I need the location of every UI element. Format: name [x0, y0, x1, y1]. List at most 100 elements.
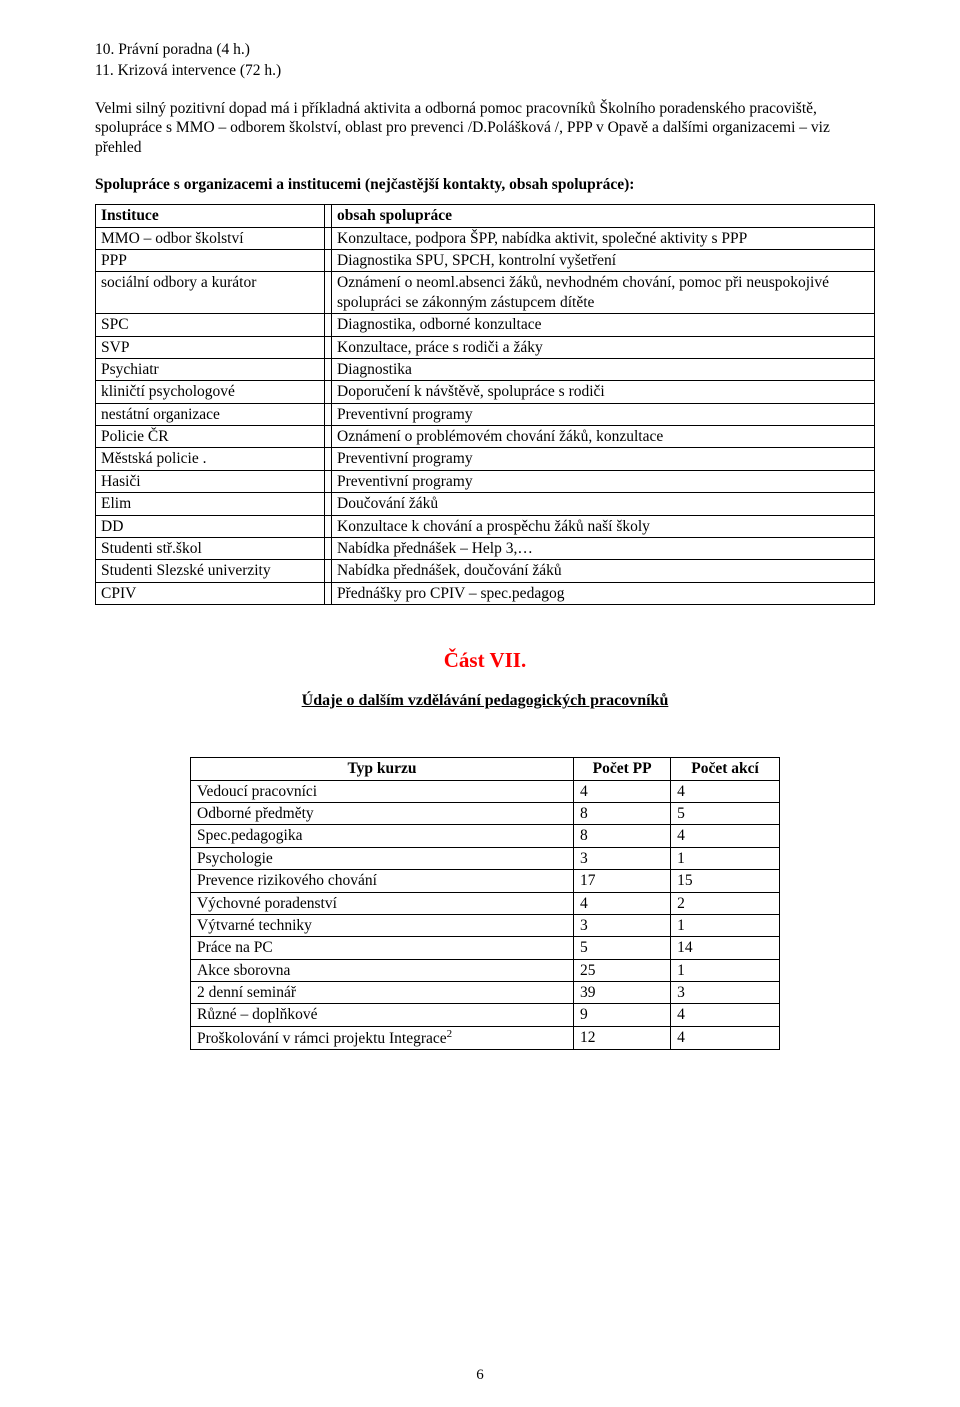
cooperation-heading: Spolupráce s organizacemi a institucemi … — [95, 175, 875, 194]
cell-course-type: Akce sborovna — [191, 959, 574, 981]
spacer-cell — [325, 403, 332, 425]
cell-count-pp: 12 — [574, 1026, 671, 1050]
spacer-cell — [325, 582, 332, 604]
cell-count-pp: 4 — [574, 780, 671, 802]
cell-count-actions: 4 — [671, 780, 780, 802]
header-count-pp: Počet PP — [574, 758, 671, 780]
cell-institution: DD — [96, 515, 325, 537]
table-row: Studenti Slezské univerzityNabídka předn… — [96, 560, 875, 582]
table-row: Prevence rizikového chování1715 — [191, 870, 780, 892]
table-row: 2 denní seminář393 — [191, 982, 780, 1004]
header-institution: Instituce — [96, 205, 325, 227]
table-row: Studenti stř.škol Nabídka přednášek – Hel… — [96, 537, 875, 559]
table-row: MMO – odbor školstvíKonzultace, podpora … — [96, 227, 875, 249]
cell-content: Nabídka přednášek – Help 3,… — [332, 537, 875, 559]
table-row: Vedoucí pracovníci44 — [191, 780, 780, 802]
table-row: SVP Konzultace, práce s rodiči a žáky — [96, 336, 875, 358]
cell-count-actions: 2 — [671, 892, 780, 914]
table-header-row: Instituce obsah spolupráce — [96, 205, 875, 227]
cell-count-actions: 15 — [671, 870, 780, 892]
spacer-cell — [325, 470, 332, 492]
cell-institution: MMO – odbor školství — [96, 227, 325, 249]
table-row: SPCDiagnostika, odborné konzultace — [96, 314, 875, 336]
numbered-list: 10. Právní poradna (4 h.) 11. Krizová in… — [95, 40, 875, 81]
spacer-cell — [325, 314, 332, 336]
spacer-cell — [325, 272, 332, 314]
cell-count-pp: 9 — [574, 1004, 671, 1026]
cell-institution: Policie ČR — [96, 426, 325, 448]
cell-course-type: Spec.pedagogika — [191, 825, 574, 847]
list-item: 11. Krizová intervence (72 h.) — [95, 61, 875, 80]
cell-institution: kliničtí psychologové — [96, 381, 325, 403]
cell-count-pp: 8 — [574, 803, 671, 825]
spacer-cell — [325, 560, 332, 582]
cell-content: Oznámení o problémovém chování žáků, kon… — [332, 426, 875, 448]
cell-count-pp: 3 — [574, 847, 671, 869]
spacer-cell — [325, 336, 332, 358]
cell-count-actions: 5 — [671, 803, 780, 825]
cell-content: Diagnostika, odborné konzultace — [332, 314, 875, 336]
table-row: kliničtí psychologovéDoporučení k návště… — [96, 381, 875, 403]
cell-count-actions: 1 — [671, 914, 780, 936]
spacer-cell — [325, 537, 332, 559]
cell-course-type: Odborné předměty — [191, 803, 574, 825]
table-row: PPPDiagnostika SPU, SPCH, kontrolní vyše… — [96, 250, 875, 272]
cell-count-pp: 17 — [574, 870, 671, 892]
table-row: sociální odbory a kurátorOznámení o neom… — [96, 272, 875, 314]
cell-count-actions: 4 — [671, 1026, 780, 1050]
list-item: 10. Právní poradna (4 h.) — [95, 40, 875, 59]
cell-count-actions: 1 — [671, 959, 780, 981]
table-row: Výchovné poradenství42 — [191, 892, 780, 914]
cell-count-actions: 14 — [671, 937, 780, 959]
cell-institution: SVP — [96, 336, 325, 358]
cell-institution: Městská policie . — [96, 448, 325, 470]
table-row: DDKonzultace k chování a prospěchu žáků … — [96, 515, 875, 537]
cell-content: Diagnostika SPU, SPCH, kontrolní vyšetře… — [332, 250, 875, 272]
cell-institution: CPIV — [96, 582, 325, 604]
header-count-actions: Počet akcí — [671, 758, 780, 780]
spacer-cell — [325, 250, 332, 272]
table-row: Psychologie31 — [191, 847, 780, 869]
table-row: Spec.pedagogika84 — [191, 825, 780, 847]
cell-count-actions: 4 — [671, 825, 780, 847]
cell-course-type: Psychologie — [191, 847, 574, 869]
cell-course-type: Prevence rizikového chování — [191, 870, 574, 892]
table-row: Elim Doučování žáků — [96, 493, 875, 515]
cell-count-pp: 5 — [574, 937, 671, 959]
training-table: Typ kurzu Počet PP Počet akcí Vedoucí pr… — [190, 757, 780, 1050]
cell-institution: Psychiatr — [96, 358, 325, 380]
cell-content: Preventivní programy — [332, 470, 875, 492]
table-row: Městská policie .Preventivní programy — [96, 448, 875, 470]
cell-course-type: 2 denní seminář — [191, 982, 574, 1004]
cell-content: Nabídka přednášek, doučování žáků — [332, 560, 875, 582]
cell-institution: Hasiči — [96, 470, 325, 492]
table-row: nestátní organizacePreventivní programy — [96, 403, 875, 425]
cell-institution: sociální odbory a kurátor — [96, 272, 325, 314]
spacer-cell — [325, 515, 332, 537]
cell-count-pp: 4 — [574, 892, 671, 914]
cell-course-type: Výtvarné techniky — [191, 914, 574, 936]
cell-institution: Studenti stř.škol — [96, 537, 325, 559]
table-row: Odborné předměty85 — [191, 803, 780, 825]
spacer-cell — [325, 381, 332, 403]
table-row: PsychiatrDiagnostika — [96, 358, 875, 380]
spacer-cell — [325, 426, 332, 448]
cell-content: Doučování žáků — [332, 493, 875, 515]
cell-institution: Elim — [96, 493, 325, 515]
spacer-cell — [325, 358, 332, 380]
table-header-row: Typ kurzu Počet PP Počet akcí — [191, 758, 780, 780]
table-row: Různé – doplňkové94 — [191, 1004, 780, 1026]
cell-count-actions: 1 — [671, 847, 780, 869]
table-row: Výtvarné techniky31 — [191, 914, 780, 936]
cell-count-pp: 39 — [574, 982, 671, 1004]
table-row: Práce na PC514 — [191, 937, 780, 959]
cell-course-type: Výchovné poradenství — [191, 892, 574, 914]
spacer-cell — [325, 493, 332, 515]
table-row: Akce sborovna251 — [191, 959, 780, 981]
cell-content: Přednášky pro CPIV – spec.pedagog — [332, 582, 875, 604]
cell-course-type: Proškolování v rámci projektu Integrace2 — [191, 1026, 574, 1050]
page-number: 6 — [0, 1366, 960, 1385]
cell-course-type: Práce na PC — [191, 937, 574, 959]
cell-content: Konzultace, práce s rodiči a žáky — [332, 336, 875, 358]
cell-content: Preventivní programy — [332, 403, 875, 425]
